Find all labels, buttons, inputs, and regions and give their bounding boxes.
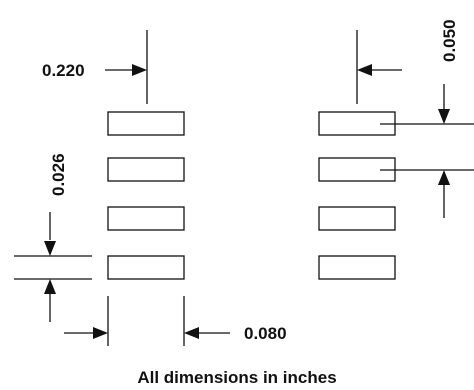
label-0220: 0.220 xyxy=(42,61,85,80)
label-0026: 0.026 xyxy=(49,153,68,196)
pad-left-2 xyxy=(107,157,185,182)
pitch-arrowhead-bottom xyxy=(438,170,450,185)
pad-left-4 xyxy=(107,255,185,280)
width-arrowhead-left xyxy=(93,327,108,339)
pad-left-3 xyxy=(107,206,185,231)
width-arrowhead-right xyxy=(184,327,199,339)
pad-left-1 xyxy=(107,111,185,136)
label-0080: 0.080 xyxy=(244,324,287,343)
footnote-units: All dimensions in inches xyxy=(137,368,336,387)
pad-right-3 xyxy=(318,206,396,231)
arrowhead-0050 xyxy=(357,64,372,76)
arrowhead-0220 xyxy=(132,64,147,76)
pitch-arrowhead-top xyxy=(438,109,450,124)
pad-right-4 xyxy=(318,255,396,280)
label-0050: 0.050 xyxy=(440,19,459,62)
height-arrowhead-top xyxy=(44,241,56,256)
height-arrowhead-bottom xyxy=(44,279,56,294)
